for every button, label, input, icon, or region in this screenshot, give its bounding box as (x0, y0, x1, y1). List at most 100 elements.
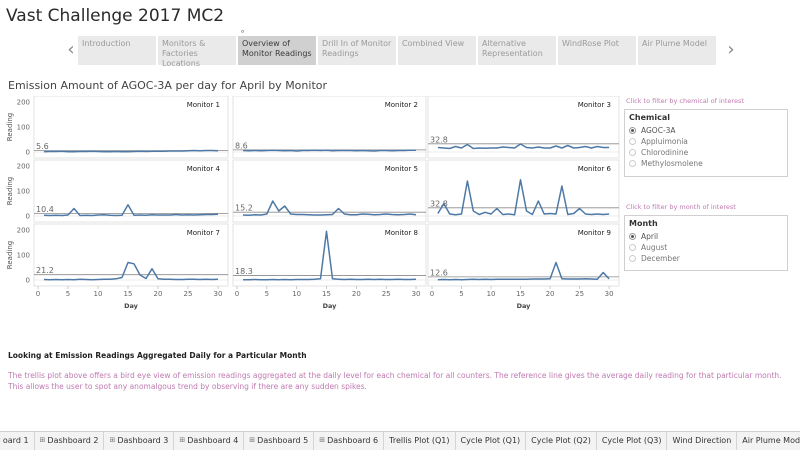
story-point-1[interactable]: Introduction (78, 36, 156, 65)
x-tick-label: 20 (352, 290, 361, 298)
story-point-2[interactable]: Monitors & Factories Locations (158, 36, 236, 68)
story-navigator: ‹ Introduction Monitors & Factories Locat… (64, 36, 740, 68)
x-tick-label: 5 (459, 290, 463, 298)
grid-icon: ⊞ (109, 436, 116, 444)
reference-label: 8.6 (235, 141, 248, 150)
panel-7: 21.2 Monitor 7 (33, 223, 229, 287)
radio-icon[interactable] (629, 127, 636, 134)
series-line[interactable] (242, 149, 416, 152)
y-axis-label: Reading (6, 241, 14, 269)
story-point-3[interactable]: Overview of Monitor Readings (238, 36, 316, 65)
panel-title: Monitor 3 (578, 101, 611, 109)
radio-icon[interactable] (629, 233, 636, 240)
x-tick-label: 15 (516, 290, 525, 298)
chemical-option-label: AGOC-3A (641, 126, 676, 135)
x-tick-label: 25 (575, 290, 584, 298)
grid-icon: ⊞ (39, 436, 46, 444)
x-tick-label: 15 (322, 290, 331, 298)
sheet-tab[interactable]: ⊞ Dashboard 6 (314, 432, 385, 450)
sheet-tab[interactable]: Cycle Plot (Q1) (456, 432, 527, 450)
panel-frame (232, 96, 427, 159)
y-tick-label: 200 (17, 227, 30, 235)
story-point-5[interactable]: Combined View (398, 36, 476, 65)
month-option[interactable]: August (629, 242, 783, 253)
x-tick-label: 20 (546, 290, 555, 298)
sheet-tab[interactable]: ⊞ Dashboard 5 (244, 432, 315, 450)
sheet-tab[interactable]: ⊞ Dashboard 3 (104, 432, 175, 450)
reference-label: 32.8 (430, 135, 448, 144)
chemical-option-label: Appluimonia (641, 137, 688, 146)
x-tick-label: 5 (66, 290, 70, 298)
series-line[interactable] (437, 179, 610, 216)
radio-icon[interactable] (629, 138, 636, 145)
panel-2: 8.6 Monitor 2 (232, 96, 427, 159)
panel-1: 5.6 Monitor 1 (33, 96, 229, 159)
sheet-tab[interactable]: Cycle Plot (Q2) (526, 432, 597, 450)
sheet-tab-label: Air Plume Model (742, 436, 800, 445)
story-point-label: Monitors & Factories Locations (162, 39, 206, 68)
series-line[interactable] (43, 204, 219, 217)
story-point-label: Combined View (402, 39, 465, 48)
sheet-tab[interactable]: ⊞ Dashboard 4 (174, 432, 245, 450)
series-line[interactable] (43, 261, 219, 281)
chevron-right-icon[interactable]: › (727, 39, 735, 60)
sheet-tab[interactable]: Cycle Plot (Q3) (597, 432, 668, 450)
chemical-option[interactable]: Chlorodinine (629, 147, 783, 158)
month-filter: Month April August December (624, 215, 788, 271)
series-line[interactable] (243, 230, 417, 281)
story-dots-icon: ∘ (240, 27, 246, 36)
series-line[interactable] (437, 143, 610, 150)
chemical-option[interactable]: AGOC-3A (629, 125, 783, 136)
story-points: Introduction Monitors & Factories Locatio… (78, 36, 716, 68)
story-point-4[interactable]: Drill In of Monitor Readings (318, 36, 396, 65)
panel-frame (33, 159, 229, 223)
reference-label: 15.2 (235, 204, 253, 213)
sheet-tab-label: Wind Direction (672, 436, 732, 445)
x-tick-label: 20 (154, 290, 163, 298)
sheet-tab[interactable]: Trellis Plot (Q1) (384, 432, 456, 450)
radio-icon[interactable] (629, 255, 636, 262)
series-line[interactable] (43, 149, 219, 153)
y-axis-label: Reading (6, 113, 14, 141)
y-tick-label: 0 (26, 149, 30, 157)
sheet-tab[interactable]: ⊞oard 1 (0, 432, 35, 450)
series-line[interactable] (437, 261, 610, 281)
month-option[interactable]: April (629, 231, 783, 242)
app-title: Vast Challenge 2017 MC2 (6, 6, 225, 26)
reference-label: 32.8 (430, 199, 448, 208)
radio-icon[interactable] (629, 160, 636, 167)
panel-title: Monitor 1 (187, 101, 220, 109)
trellis-chart: Reading2001000Reading2001000Reading20010… (6, 96, 620, 310)
chemical-option[interactable]: Methylosmolene (629, 158, 783, 169)
panel-title: Monitor 4 (187, 165, 221, 173)
month-option-label: August (641, 243, 668, 252)
series-line[interactable] (242, 200, 417, 217)
x-axis-label: Day (323, 302, 338, 310)
story-point-label: WindRose Plot (562, 39, 619, 48)
sheet-tab[interactable]: ⊞ Dashboard 2 (35, 432, 105, 450)
panel-4: 10.4 Monitor 4 (33, 159, 229, 223)
chemical-option[interactable]: Appluimonia (629, 136, 783, 147)
story-point-6[interactable]: Alternative Representation (478, 36, 556, 65)
panel-frame (232, 159, 427, 223)
y-tick-label: 100 (17, 124, 30, 132)
panel-title: Monitor 2 (385, 101, 418, 109)
month-filter-title: Month (629, 219, 658, 228)
month-option[interactable]: December (629, 253, 783, 264)
story-point-7[interactable]: WindRose Plot (558, 36, 636, 65)
sheet-tab[interactable]: Air Plume Model (737, 432, 800, 450)
panel-3: 32.8 Monitor 3 (427, 96, 620, 159)
radio-icon[interactable] (629, 149, 636, 156)
y-axis-label: Reading (6, 177, 14, 205)
sheet-tab-label: Cycle Plot (Q2) (531, 436, 591, 445)
y-tick-label: 200 (17, 163, 30, 171)
radio-icon[interactable] (629, 244, 636, 251)
panel-frame (427, 223, 620, 287)
sheet-tab[interactable]: Wind Direction (667, 432, 738, 450)
chemical-filter-title: Chemical (629, 113, 670, 122)
y-tick-label: 0 (26, 213, 30, 221)
story-point-8[interactable]: Air Plume Model (638, 36, 716, 65)
reference-label: 21.2 (36, 266, 54, 275)
chevron-left-icon[interactable]: ‹ (67, 39, 75, 60)
chemical-filter-hint: Click to filter by chemical of interest (626, 97, 744, 105)
